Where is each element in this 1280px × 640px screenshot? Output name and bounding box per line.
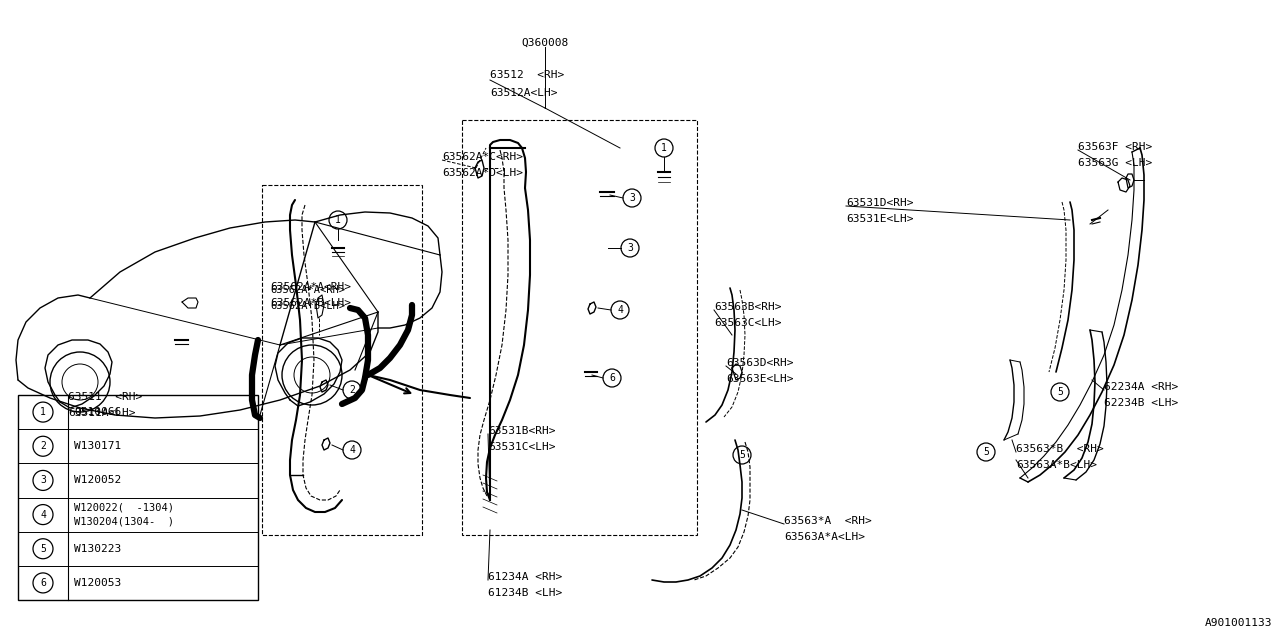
Text: 63562A*A<RH>: 63562A*A<RH> [270,285,346,295]
Text: 63562A*C<RH>: 63562A*C<RH> [442,152,524,162]
Text: W120053: W120053 [74,578,122,588]
Text: 2: 2 [349,385,355,395]
Text: 63512  <RH>: 63512 <RH> [490,70,564,80]
Text: 6: 6 [609,373,614,383]
Text: 61234A <RH>: 61234A <RH> [488,572,562,582]
Text: 63563E<LH>: 63563E<LH> [726,374,794,384]
Text: 1: 1 [40,407,46,417]
Text: 5: 5 [983,447,989,457]
Text: 63563B<RH>: 63563B<RH> [714,302,782,312]
Text: 1: 1 [660,143,667,153]
Text: 63562A*D<LH>: 63562A*D<LH> [442,168,524,178]
Text: 61234B <LH>: 61234B <LH> [488,588,562,598]
Text: 63563C<LH>: 63563C<LH> [714,318,782,328]
Text: 3: 3 [40,476,46,485]
Text: W120022(  -1304): W120022( -1304) [74,502,174,513]
Text: 63511A<LH>: 63511A<LH> [68,408,136,418]
Text: 63563A*B<LH>: 63563A*B<LH> [1016,460,1097,470]
Bar [262,185,422,535]
Text: A901001133: A901001133 [1204,618,1272,628]
Text: 63562A*B<LH>: 63562A*B<LH> [270,301,346,311]
Text: 62234A <RH>: 62234A <RH> [1103,382,1179,392]
Text: 5: 5 [1057,387,1062,397]
Text: 63562A*A<RH>: 63562A*A<RH> [270,282,351,292]
Text: W120052: W120052 [74,476,122,485]
Text: W130171: W130171 [74,441,122,451]
Text: Q360008: Q360008 [521,38,568,48]
Text: 63531E<LH>: 63531E<LH> [846,214,914,224]
Text: 3: 3 [628,193,635,203]
Text: 63563*B  <RH>: 63563*B <RH> [1016,444,1103,454]
Text: 6: 6 [40,578,46,588]
Text: 62234B <LH>: 62234B <LH> [1103,398,1179,408]
Text: 4: 4 [617,305,623,315]
Text: 63563F <RH>: 63563F <RH> [1078,142,1152,152]
Text: 63531C<LH>: 63531C<LH> [488,442,556,452]
Text: 63563A*A<LH>: 63563A*A<LH> [783,532,865,542]
Text: W130223: W130223 [74,544,122,554]
Text: 4: 4 [40,509,46,520]
Text: 1: 1 [335,215,340,225]
Text: 63563*A  <RH>: 63563*A <RH> [783,516,872,526]
Bar [462,120,698,535]
Text: W130204(1304-  ): W130204(1304- ) [74,516,174,527]
Text: 63512A<LH>: 63512A<LH> [490,88,558,98]
Text: 63531B<RH>: 63531B<RH> [488,426,556,436]
Text: 63563D<RH>: 63563D<RH> [726,358,794,368]
Text: 63531D<RH>: 63531D<RH> [846,198,914,208]
Text: Q510066: Q510066 [74,407,122,417]
Text: 4: 4 [349,445,355,455]
Text: 5: 5 [40,544,46,554]
Text: 63562A*B<LH>: 63562A*B<LH> [270,298,351,308]
Text: 2: 2 [40,441,46,451]
Text: 5: 5 [739,450,745,460]
Text: 63511  <RH>: 63511 <RH> [68,392,142,402]
Text: 3: 3 [627,243,632,253]
Text: 63563G <LH>: 63563G <LH> [1078,158,1152,168]
Bar [18,395,259,600]
